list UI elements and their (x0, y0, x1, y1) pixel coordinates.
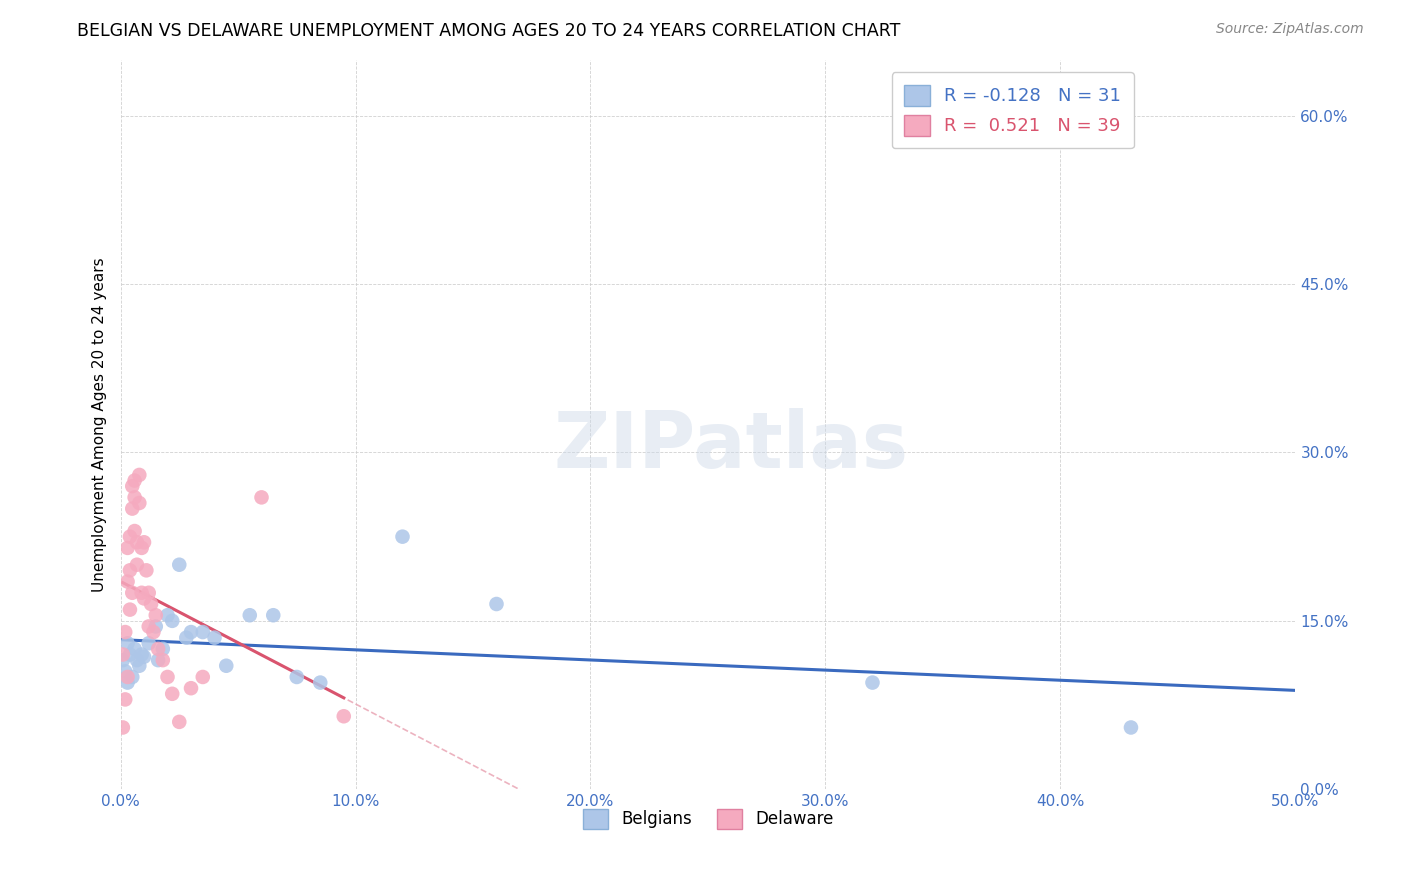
Point (125, 558, 148, 572)
Point (176, 631, 198, 645)
Text: Source: ZipAtlas.com: Source: ZipAtlas.com (1216, 22, 1364, 37)
Point (128, 496, 150, 510)
Point (180, 681, 202, 696)
Point (128, 467, 150, 482)
Point (132, 649, 155, 664)
Point (152, 653, 174, 667)
Point (125, 535, 148, 549)
Point (145, 608, 167, 623)
Point (138, 586, 160, 600)
Point (121, 501, 143, 516)
Point (239, 608, 262, 623)
Point (132, 535, 155, 549)
Text: ZIPatlas: ZIPatlas (554, 409, 910, 484)
Point (142, 625, 165, 640)
Point (125, 653, 148, 667)
Point (262, 608, 284, 623)
Point (117, 670, 139, 684)
Point (138, 636, 160, 650)
Point (114, 625, 136, 640)
Point (180, 625, 202, 640)
Point (114, 665, 136, 679)
Point (124, 524, 146, 538)
Point (862, 675, 884, 690)
Point (485, 597, 508, 611)
Point (128, 658, 150, 673)
Point (146, 641, 169, 656)
Point (117, 574, 139, 589)
Point (191, 625, 214, 640)
Point (309, 675, 332, 690)
Point (117, 675, 139, 690)
Text: BELGIAN VS DELAWARE UNEMPLOYMENT AMONG AGES 20 TO 24 YEARS CORRELATION CHART: BELGIAN VS DELAWARE UNEMPLOYMENT AMONG A… (77, 22, 901, 40)
Point (121, 670, 143, 684)
Point (139, 597, 162, 611)
Point (111, 653, 134, 667)
Point (118, 602, 141, 616)
Point (146, 653, 169, 667)
Point (391, 530, 413, 544)
Point (114, 692, 136, 706)
Point (156, 670, 179, 684)
Point (250, 491, 273, 505)
Point (169, 714, 191, 729)
Point (131, 541, 153, 555)
Point (145, 619, 167, 633)
Point (156, 608, 179, 623)
Point (117, 541, 139, 555)
Point (117, 636, 139, 650)
Point (121, 479, 143, 493)
Point (111, 648, 134, 662)
Y-axis label: Unemployment Among Ages 20 to 24 years: Unemployment Among Ages 20 to 24 years (93, 257, 107, 591)
Point (124, 474, 146, 488)
Point (124, 641, 146, 656)
Point (111, 721, 134, 735)
Point (132, 591, 155, 606)
Point (152, 641, 174, 656)
Point (169, 558, 191, 572)
Point (332, 709, 354, 723)
Point (131, 648, 153, 662)
Point (131, 586, 153, 600)
Legend: Belgians, Delaware: Belgians, Delaware (576, 802, 839, 836)
Point (135, 563, 157, 577)
Point (118, 563, 141, 577)
Point (1119, 721, 1142, 735)
Point (138, 619, 160, 633)
Point (204, 631, 226, 645)
Point (215, 658, 238, 673)
Point (285, 670, 308, 684)
Point (160, 614, 183, 628)
Point (160, 687, 183, 701)
Point (118, 648, 141, 662)
Point (191, 670, 214, 684)
Point (118, 530, 141, 544)
Point (121, 586, 143, 600)
Point (124, 491, 146, 505)
